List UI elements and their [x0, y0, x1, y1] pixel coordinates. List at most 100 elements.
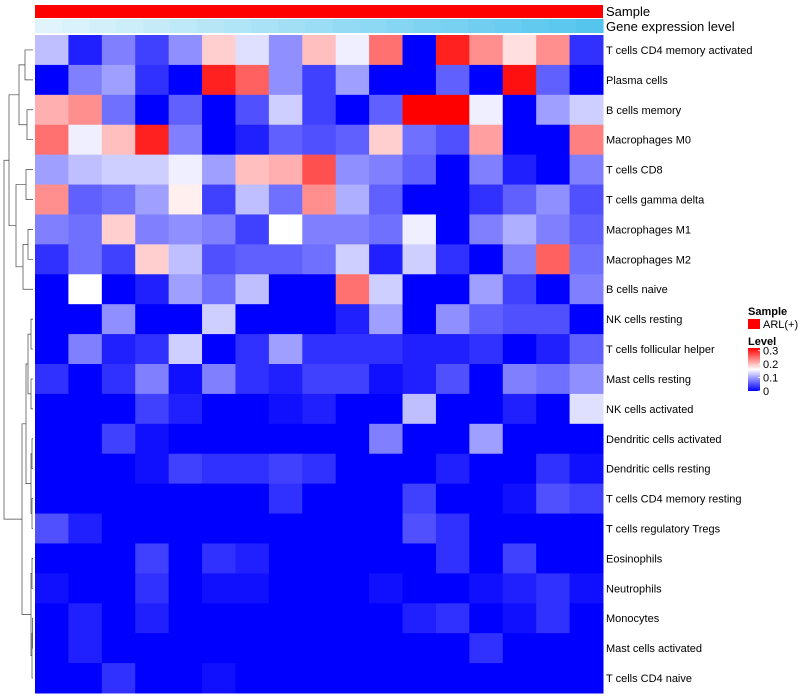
heatmap-cell — [402, 663, 437, 694]
heatmap-cell — [536, 94, 571, 126]
heatmap-cell — [68, 35, 103, 66]
heatmap-cell — [235, 124, 270, 156]
heatmap-cell — [35, 543, 69, 574]
expression-annotation-cell — [224, 19, 252, 33]
heatmap-cell — [135, 64, 170, 96]
heatmap-cells — [35, 35, 604, 694]
heatmap-cell — [502, 274, 537, 305]
heatmap-cell — [202, 543, 236, 574]
annotation-label-sample: Sample — [606, 4, 650, 19]
row-label: Mast cells activated — [606, 643, 702, 655]
heatmap-cell — [268, 543, 303, 574]
heatmap-cell — [135, 94, 170, 126]
heatmap-cell — [168, 483, 203, 515]
heatmap-cell — [68, 633, 103, 664]
heatmap-cell — [202, 393, 236, 425]
heatmap-cell — [101, 633, 136, 664]
heatmap-cell — [536, 304, 571, 335]
expression-annotation-cell — [413, 19, 442, 33]
heatmap-cell — [536, 364, 571, 395]
row-label: NK cells resting — [606, 314, 682, 326]
heatmap-cell — [101, 94, 136, 126]
expression-annotation-cell — [89, 19, 117, 33]
expression-annotation-cell — [332, 19, 361, 33]
heatmap-cell — [469, 453, 504, 485]
legend-tick-label: 0.1 — [763, 373, 778, 385]
sample-annotation-bar — [35, 5, 603, 18]
heatmap-cell — [168, 184, 203, 215]
heatmap-cell — [435, 423, 470, 455]
heatmap-cell — [135, 154, 170, 186]
heatmap-cell — [202, 35, 236, 66]
heatmap-cell — [268, 244, 303, 275]
heatmap-cell — [402, 483, 437, 515]
row-label: Dendritic cells resting — [606, 464, 711, 476]
heatmap-cell — [335, 124, 370, 156]
row-label: Macrophages M2 — [606, 254, 691, 266]
heatmap-cell — [268, 393, 303, 425]
heatmap-cell — [402, 184, 437, 215]
row-label: B cells naive — [606, 284, 668, 296]
row-label: Macrophages M0 — [606, 135, 691, 147]
heatmap-cell — [536, 274, 571, 305]
legend-level-title: Level — [748, 336, 776, 348]
heatmap-cell — [68, 364, 103, 395]
heatmap-cell — [268, 124, 303, 156]
dendrogram-branch — [27, 333, 31, 395]
heatmap-cell — [101, 214, 136, 245]
heatmap-cell — [536, 423, 571, 455]
row-label: T cells follicular helper — [606, 344, 715, 356]
heatmap-cell — [35, 663, 69, 694]
heatmap-cell — [469, 543, 504, 574]
heatmap-cell — [101, 184, 136, 215]
heatmap-cell — [335, 154, 370, 186]
legend-sample-swatch — [748, 319, 760, 329]
heatmap-cell — [469, 663, 504, 694]
heatmap-cell — [402, 603, 437, 634]
heatmap-cell — [335, 393, 370, 425]
heatmap-cell — [502, 35, 537, 66]
heatmap-cell — [168, 244, 203, 275]
heatmap-cell — [569, 35, 604, 66]
heatmap-cell — [536, 214, 571, 245]
heatmap-cell — [168, 334, 203, 365]
heatmap-cell — [435, 154, 470, 186]
heatmap-cell — [135, 334, 170, 365]
heatmap-cell — [569, 244, 604, 275]
heatmap-cell — [369, 64, 404, 96]
expression-annotation-cell — [440, 19, 469, 33]
heatmap-cell — [135, 423, 170, 455]
heatmap-cell — [35, 483, 69, 515]
heatmap-cell — [235, 274, 270, 305]
heatmap-cell — [502, 543, 537, 574]
heatmap-cell — [335, 423, 370, 455]
legend: Sample ARL(+) Level 0.30.2 0.10 — [748, 306, 798, 398]
heatmap-cell — [469, 64, 504, 96]
dendrogram-branch — [26, 109, 33, 141]
heatmap-cell — [235, 184, 270, 215]
heatmap-cell — [569, 543, 604, 574]
heatmap-cell — [202, 573, 236, 604]
heatmap-cell — [435, 483, 470, 515]
heatmap-cell — [435, 94, 470, 126]
heatmap-cell — [502, 304, 537, 335]
heatmap-cell — [369, 334, 404, 365]
heatmap-cell — [536, 483, 571, 515]
heatmap-cell — [202, 603, 236, 634]
heatmap-cell — [435, 64, 470, 96]
heatmap-cell — [268, 274, 303, 305]
heatmap-cell — [235, 423, 270, 455]
dendrogram-branch — [24, 49, 33, 81]
heatmap-cell — [135, 214, 170, 245]
heatmap-cell — [168, 543, 203, 574]
heatmap-cell — [369, 124, 404, 156]
heatmap-cell — [536, 573, 571, 604]
heatmap-cell — [268, 364, 303, 395]
heatmap-cell — [68, 184, 103, 215]
heatmap-cell — [168, 633, 203, 664]
heatmap-cell — [35, 573, 69, 604]
heatmap-cell — [569, 483, 604, 515]
heatmap-cell — [402, 35, 437, 66]
heatmap-cell — [402, 543, 437, 574]
heatmap-cell — [168, 154, 203, 186]
